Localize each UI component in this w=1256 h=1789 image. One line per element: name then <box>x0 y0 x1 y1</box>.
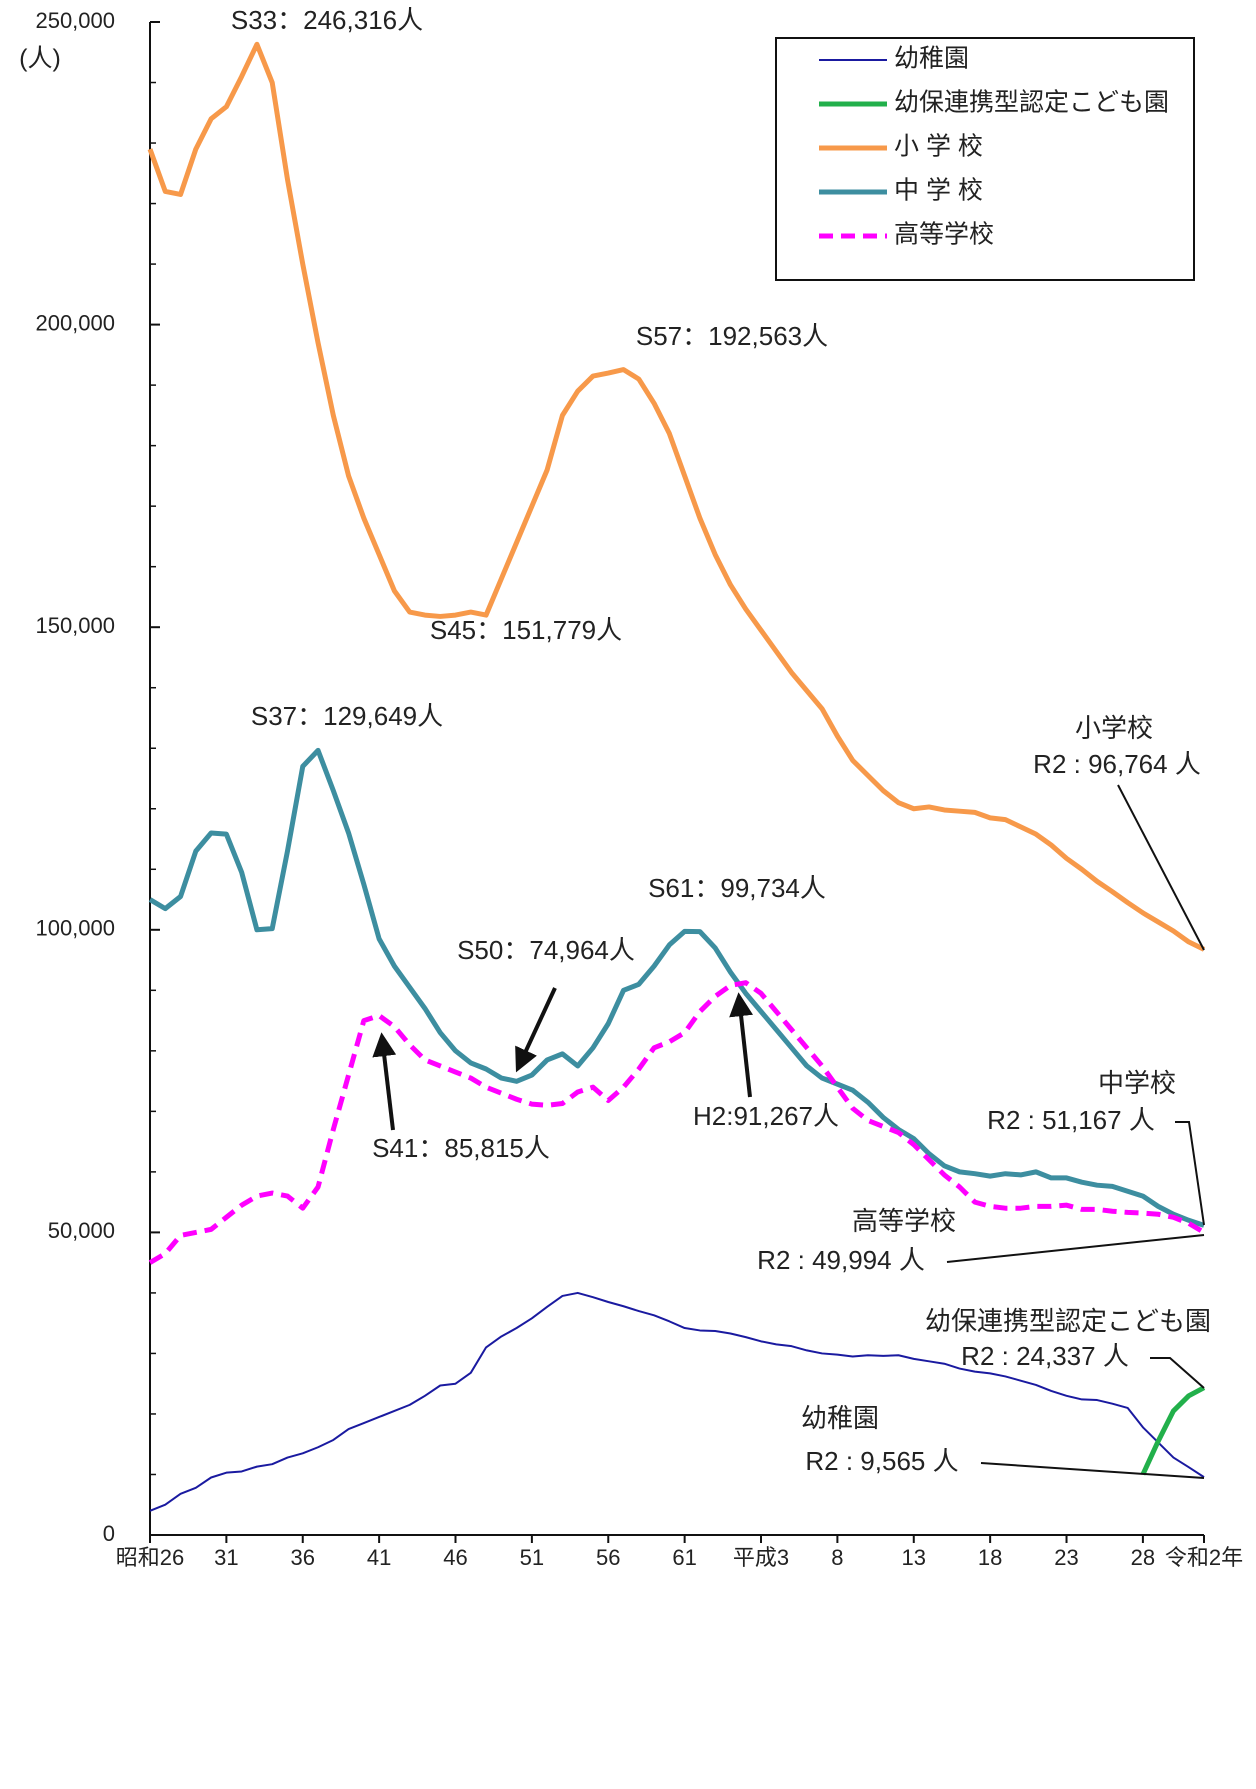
x-tick-label: 平成3 <box>733 1545 789 1570</box>
x-tick-label: 令和2年 <box>1165 1545 1243 1570</box>
annotation: R2 : 49,994 人 <box>757 1245 925 1275</box>
x-tick-label: 36 <box>291 1545 315 1570</box>
arrow <box>372 1032 397 1131</box>
legend-label: 高等学校 <box>894 221 994 249</box>
x-tick-label: 28 <box>1131 1545 1155 1570</box>
annotation: S61：99,734人 <box>648 873 826 903</box>
leader-line <box>1117 784 1205 951</box>
y-tick-label: 50,000 <box>48 1218 115 1243</box>
y-axis-label: (人) <box>19 45 61 73</box>
leader-line <box>980 1462 1205 1479</box>
series-line <box>1140 1385 1206 1476</box>
arrow <box>729 992 754 1098</box>
annotation: S37：129,649人 <box>251 701 443 731</box>
legend-label: 中 学 校 <box>894 177 983 205</box>
leader-line <box>1175 1121 1205 1226</box>
series-line <box>147 41 1206 952</box>
leader-line <box>1150 1357 1205 1389</box>
y-tick-label: 0 <box>103 1521 115 1546</box>
legend-label: 幼保連携型認定こども園 <box>894 89 1169 117</box>
legend-label: 幼稚園 <box>894 45 969 73</box>
series-line <box>149 1291 1205 1512</box>
annotation: 高等学校 <box>852 1206 956 1236</box>
annotation: 小学校 <box>1075 713 1153 743</box>
annotation: H2:91,267人 <box>693 1101 839 1131</box>
x-tick-label: 18 <box>978 1545 1002 1570</box>
x-tick-label: 31 <box>214 1545 238 1570</box>
x-tick-label: 23 <box>1054 1545 1078 1570</box>
annotation: R2 : 24,337 人 <box>961 1341 1129 1371</box>
series-line <box>148 980 1206 1265</box>
x-tick-label: 61 <box>672 1545 696 1570</box>
annotations: S33：246,316人 S57：192,563人 S45：151,779人 S… <box>231 5 1211 1479</box>
x-tick-label: 昭和26 <box>116 1545 184 1570</box>
y-tick-label: 100,000 <box>35 916 115 941</box>
x-tick-label: 8 <box>831 1545 843 1570</box>
arrow <box>515 987 557 1073</box>
legend-label: 小 学 校 <box>894 133 983 161</box>
annotation: R2 : 96,764 人 <box>1033 749 1201 779</box>
annotation: R2 : 9,565 人 <box>805 1446 958 1476</box>
annotation: S57：192,563人 <box>636 321 828 351</box>
series-line <box>148 747 1205 1228</box>
y-tick-label: 200,000 <box>35 310 115 335</box>
x-tick-label: 41 <box>367 1545 391 1570</box>
annotation: S41：85,815人 <box>372 1133 550 1163</box>
annotation: 中学校 <box>1098 1068 1176 1098</box>
x-tick-label: 56 <box>596 1545 620 1570</box>
annotation: 幼稚園 <box>801 1403 879 1433</box>
legend-box <box>775 37 1195 281</box>
annotation: S33：246,316人 <box>231 5 423 35</box>
y-tick-label: 250,000 <box>35 8 115 33</box>
y-tick-label: 150,000 <box>35 613 115 638</box>
x-tick-label: 51 <box>520 1545 544 1570</box>
annotation: 幼保連携型認定こども園 <box>925 1306 1211 1336</box>
x-tick-label: 46 <box>443 1545 467 1570</box>
plot-area <box>147 21 1206 1543</box>
annotation: R2 : 51,167 人 <box>987 1105 1155 1135</box>
annotation: S50：74,964人 <box>457 935 635 965</box>
annotation: S45：151,779人 <box>430 615 622 645</box>
x-tick-label: 13 <box>902 1545 926 1570</box>
leader-line <box>946 1234 1205 1263</box>
